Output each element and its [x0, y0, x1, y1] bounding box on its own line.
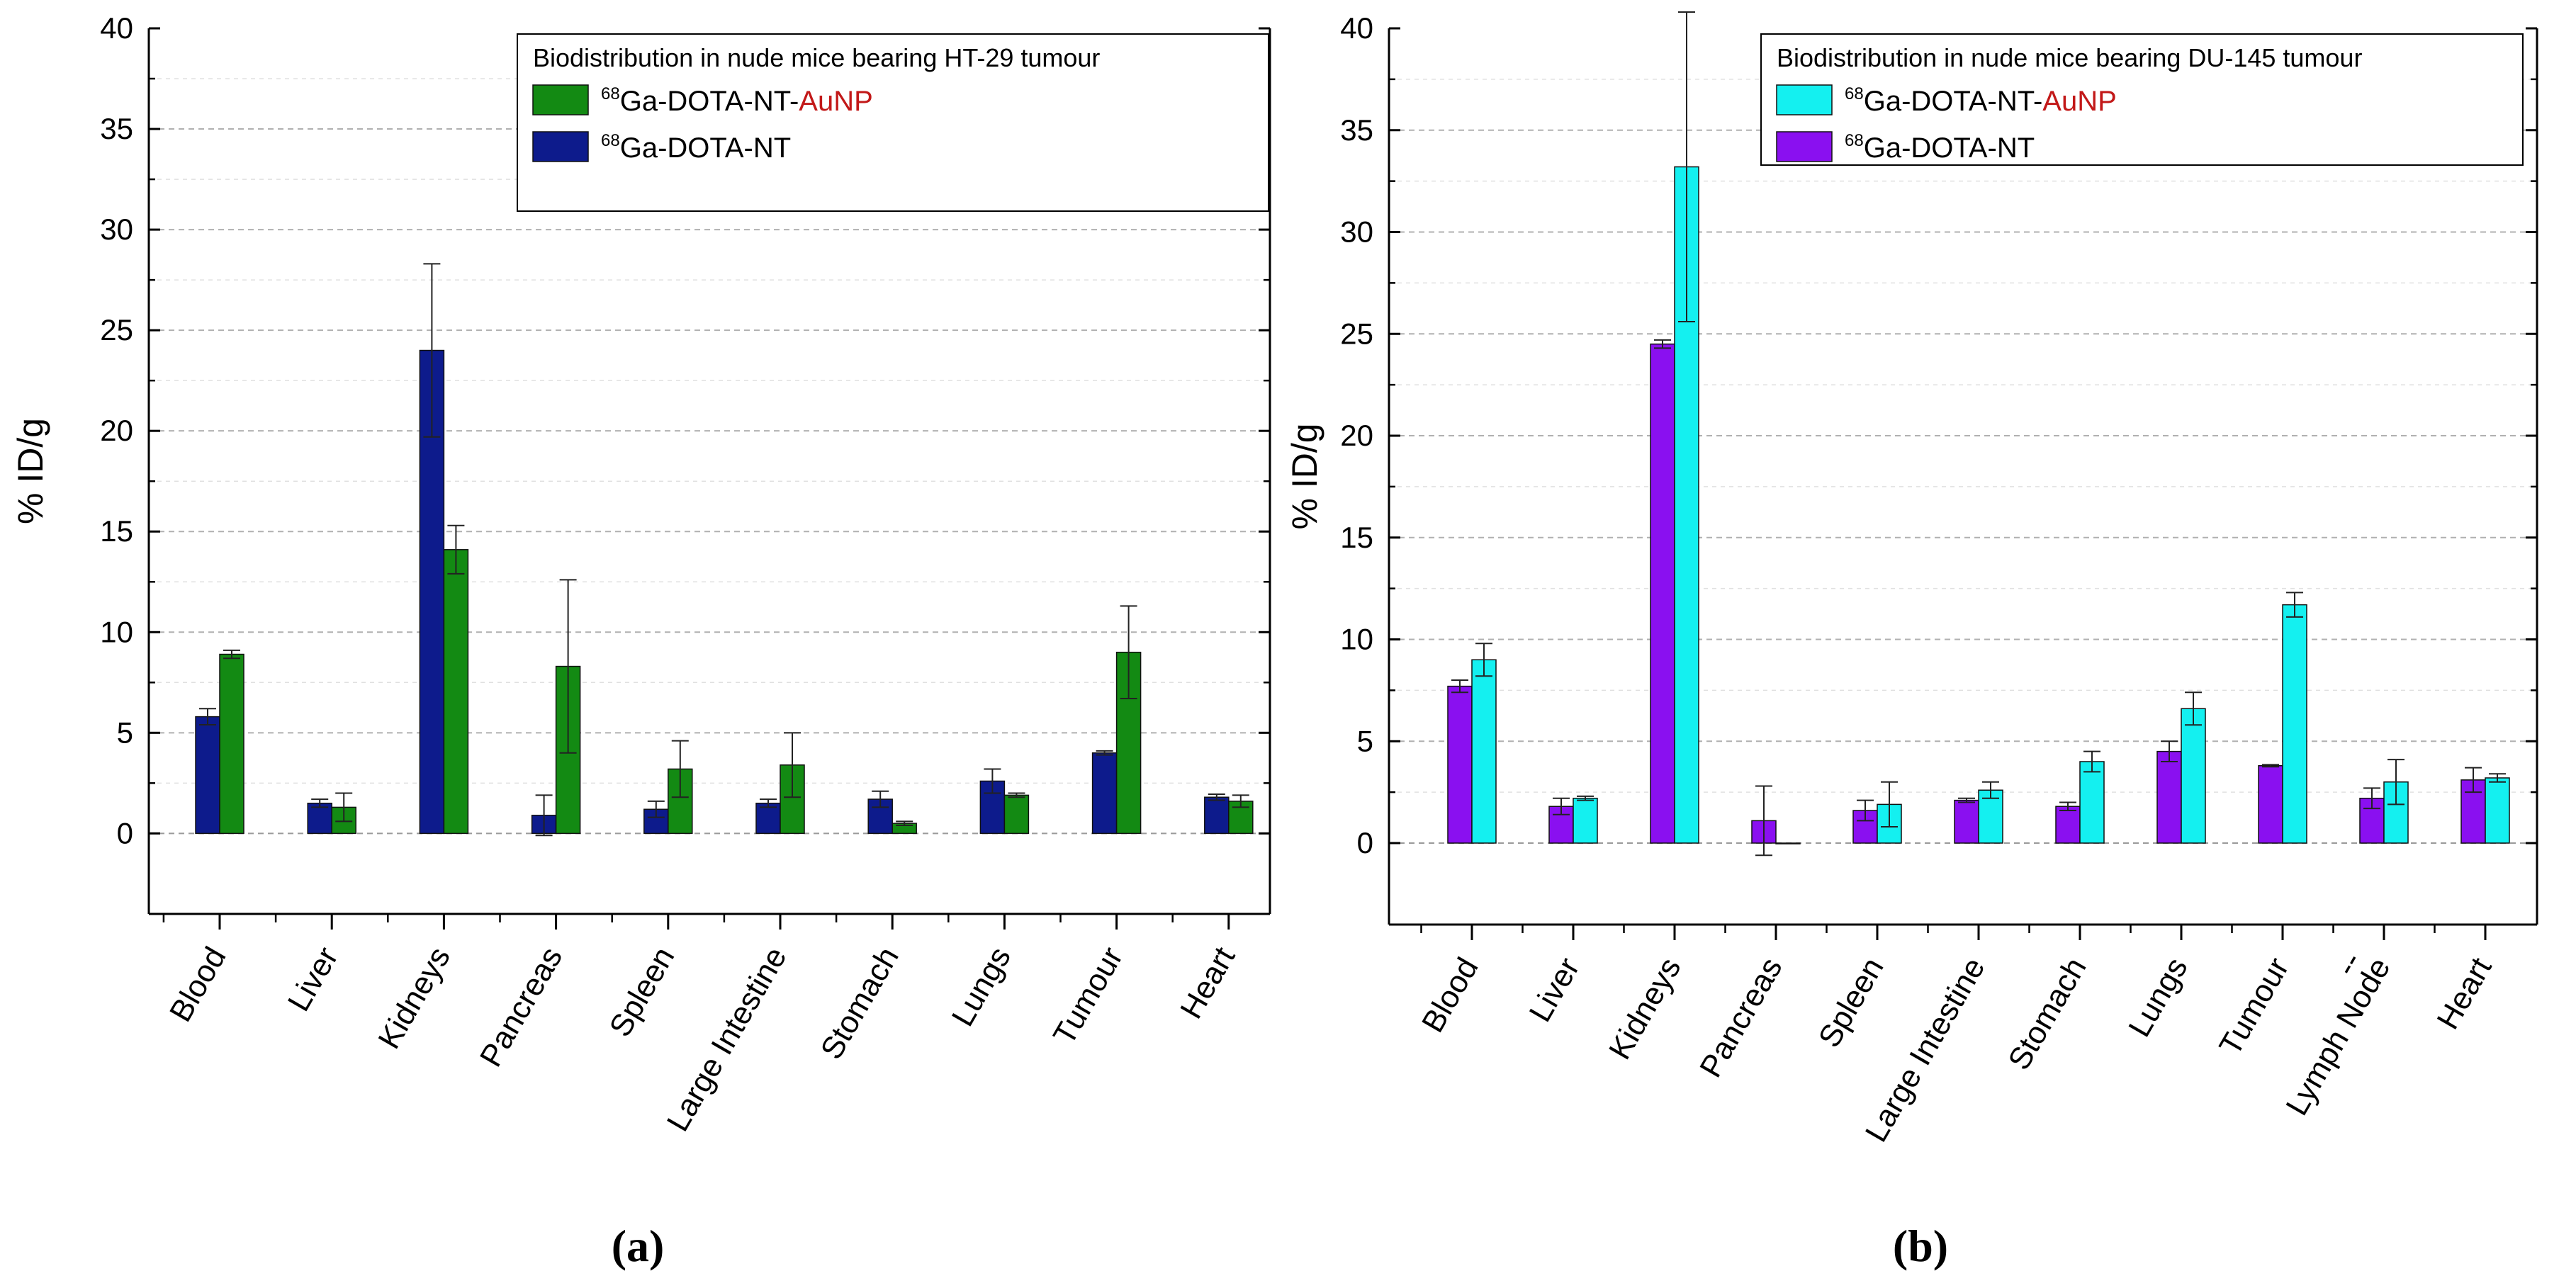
x-tick-label: Pancreas — [1693, 952, 1789, 1083]
legend-label: 68Ga-DOTA-NT-AuNP — [1845, 84, 2117, 117]
bar — [443, 549, 469, 835]
y-tick-label: 0 — [1357, 826, 1373, 859]
legend-swatch — [532, 84, 589, 115]
chart-title: Biodistribution in nude mice bearing DU-… — [1777, 43, 2362, 72]
y-tick-label: 15 — [100, 514, 133, 548]
y-axis-label: % ID/g — [1285, 423, 1324, 529]
x-tick-label: Tumour — [1047, 942, 1130, 1051]
bar — [2258, 765, 2283, 844]
y-tick-label: 40 — [100, 11, 133, 45]
x-tick-label: Stomach — [2001, 952, 2093, 1076]
bar — [1650, 343, 1675, 844]
y-tick-label: 20 — [1340, 419, 1373, 452]
y-tick-label: 15 — [1340, 521, 1373, 554]
legend-label: 68Ga-DOTA-NT — [601, 131, 791, 164]
chart-title: Biodistribution in nude mice bearing HT-… — [533, 43, 1100, 72]
x-tick-label: Heart — [1174, 942, 1242, 1025]
x-tick-label: Kidneys — [1602, 952, 1688, 1066]
y-tick-label: 20 — [100, 414, 133, 447]
legend-swatch — [1776, 131, 1833, 162]
bar — [2079, 761, 2105, 844]
legend-label: 68Ga-DOTA-NT — [1845, 131, 2035, 164]
legend-swatch — [532, 131, 589, 162]
y-tick-label: 5 — [117, 716, 133, 749]
bar — [2485, 777, 2510, 844]
legend-label: 68Ga-DOTA-NT-AuNP — [601, 84, 873, 117]
bar — [1954, 799, 1979, 844]
bar — [1573, 798, 1598, 844]
panel-label: (a) — [612, 1221, 665, 1271]
chart-panel-a: 0 5 10 15 20 25 30 35 40 % ID/g Blood Liver Kidneys P… — [11, 11, 1271, 1271]
y-tick-label: 10 — [100, 615, 133, 648]
legend-box — [517, 33, 1269, 212]
bar — [1091, 752, 1118, 835]
y-tick-label: 10 — [1340, 623, 1373, 656]
x-tick-label: Spleen — [603, 942, 682, 1043]
panel-label: (b) — [1893, 1221, 1948, 1271]
bar — [2156, 750, 2182, 844]
y-tick-label: 25 — [100, 313, 133, 346]
y-tick-label: 5 — [1357, 724, 1373, 757]
bar — [2282, 604, 2307, 844]
bar — [1447, 685, 1473, 844]
x-tick-label: Spleen — [1812, 952, 1891, 1053]
x-tick-label: Lungs — [945, 942, 1018, 1032]
x-tick-label: Lymph Node — [2279, 952, 2397, 1122]
x-tick-label: Liver — [1523, 952, 1587, 1028]
bar — [219, 653, 244, 835]
bar — [195, 716, 220, 835]
x-tick-label: Pancreas — [473, 942, 569, 1073]
x-tick-label: Kidneys — [371, 942, 457, 1055]
legend-swatch — [1776, 84, 1833, 115]
y-tick-label: 30 — [1340, 215, 1373, 249]
y-tick-label: 40 — [1340, 11, 1373, 45]
y-tick-label: 35 — [1340, 113, 1373, 147]
bar — [1003, 794, 1030, 835]
y-tick-label: 0 — [117, 816, 133, 849]
bar — [2181, 708, 2206, 844]
bar — [1204, 796, 1230, 835]
x-tick-label: Blood — [1415, 952, 1485, 1039]
x-tick-label: Liver — [281, 942, 345, 1017]
chart-panel-b: 0 5 10 15 20 25 30 35 40 % ID/g Blood Liver Kidneys P… — [1285, 11, 2538, 1271]
bar — [1471, 659, 1497, 844]
y-tick-label: 30 — [100, 213, 133, 246]
y-tick-label: 35 — [100, 112, 133, 145]
x-tick-label: Stomach — [814, 942, 906, 1066]
y-axis-label: % ID/g — [11, 418, 50, 524]
x-tick-label: Heart — [2430, 952, 2498, 1036]
x-tick-label: Tumour — [2212, 952, 2295, 1061]
y-tick-label: 25 — [1340, 317, 1373, 350]
x-tick-label: Large Intestine — [660, 942, 794, 1138]
bar — [1775, 842, 1801, 844]
legend-box — [1760, 33, 2524, 166]
x-tick-label: Lungs — [2122, 952, 2194, 1043]
x-tick-label: Blood — [163, 942, 233, 1028]
bar — [2055, 806, 2081, 844]
